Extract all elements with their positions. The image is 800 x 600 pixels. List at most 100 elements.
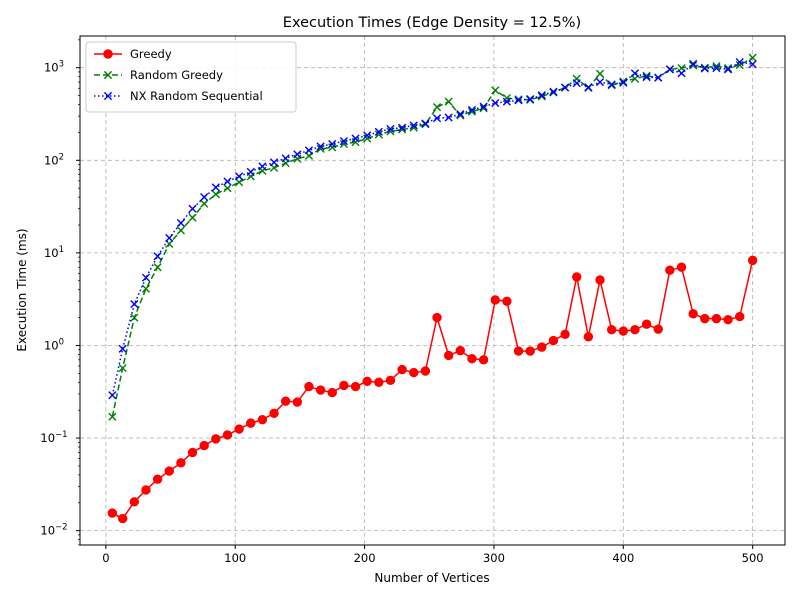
data-point-greedy	[653, 324, 663, 334]
legend-label-random-greedy: Random Greedy	[130, 68, 223, 82]
y-axis-label: Execution Time (ms)	[15, 228, 29, 351]
data-point-nx-random-sequential	[514, 96, 523, 105]
legend-marker-greedy	[103, 49, 113, 59]
data-point-greedy	[443, 350, 454, 361]
data-point-random-greedy	[339, 139, 348, 149]
series-greedy	[107, 255, 758, 524]
x-tick-label: 100	[224, 551, 246, 565]
series-layer	[107, 53, 758, 524]
x-tick-label: 500	[742, 551, 764, 565]
data-point-greedy	[478, 355, 489, 365]
data-point-random-greedy	[619, 77, 628, 86]
data-point-greedy	[304, 381, 314, 392]
data-point-nx-random-sequential	[165, 233, 174, 243]
data-point-nx-random-sequential	[584, 83, 593, 92]
data-point-nx-random-sequential	[223, 177, 232, 186]
data-point-random-greedy	[444, 97, 453, 106]
data-point-random-greedy	[130, 313, 139, 322]
data-point-nx-random-sequential	[560, 83, 570, 92]
y-tick-label: 100	[44, 337, 64, 352]
data-point-nx-random-sequential	[549, 87, 558, 96]
data-point-greedy	[665, 265, 675, 275]
data-point-nx-random-sequential	[654, 73, 663, 82]
data-point-greedy	[141, 485, 151, 495]
data-point-nx-random-sequential	[491, 98, 500, 108]
data-point-greedy	[641, 319, 652, 329]
data-point-nx-random-sequential	[130, 299, 139, 309]
data-point-greedy	[513, 346, 524, 356]
data-point-greedy	[606, 325, 617, 335]
data-point-greedy	[374, 377, 384, 388]
data-point-nx-random-sequential	[211, 183, 220, 192]
x-tick-label: 0	[102, 551, 109, 565]
data-point-nx-random-sequential	[642, 73, 651, 82]
data-point-greedy	[723, 314, 733, 325]
y-tick-label: 10−2	[40, 523, 67, 538]
data-point-greedy	[467, 353, 477, 364]
data-point-nx-random-sequential	[444, 113, 453, 122]
data-point-random-greedy	[108, 412, 117, 421]
data-point-nx-random-sequential	[526, 95, 535, 104]
data-point-nx-random-sequential	[374, 127, 383, 136]
data-point-nx-random-sequential	[281, 154, 290, 163]
data-point-greedy	[432, 312, 442, 323]
data-point-greedy	[292, 397, 303, 407]
data-point-nx-random-sequential	[339, 137, 348, 146]
legend-box	[85, 41, 297, 113]
data-point-greedy	[164, 466, 174, 476]
legend-marker-nx-random-sequential	[103, 91, 113, 101]
data-point-random-greedy	[118, 363, 127, 373]
data-point-greedy	[572, 272, 582, 282]
data-point-random-greedy	[712, 62, 721, 71]
data-point-greedy	[315, 385, 326, 395]
data-point-greedy	[595, 275, 605, 285]
data-point-nx-random-sequential	[398, 123, 407, 132]
data-point-nx-random-sequential	[293, 150, 302, 159]
data-point-greedy	[676, 262, 687, 272]
y-tick-label: 101	[44, 245, 64, 260]
x-axis-label: Number of Vertices	[374, 571, 489, 585]
data-point-random-greedy	[723, 64, 733, 73]
data-point-greedy	[350, 381, 361, 392]
data-point-greedy	[560, 329, 570, 340]
data-point-greedy	[222, 430, 233, 440]
data-point-nx-random-sequential	[537, 91, 546, 100]
data-point-greedy	[257, 414, 268, 425]
data-point-greedy	[735, 311, 745, 322]
data-point-nx-random-sequential	[304, 146, 314, 155]
data-point-greedy	[152, 474, 163, 484]
data-point-greedy	[129, 497, 140, 507]
data-point-nx-random-sequential	[200, 193, 209, 202]
data-point-nx-random-sequential	[386, 124, 395, 134]
data-point-nx-random-sequential	[269, 158, 279, 167]
data-point-greedy	[409, 367, 419, 378]
data-point-nx-random-sequential	[748, 60, 757, 69]
data-point-nx-random-sequential	[141, 273, 151, 282]
data-point-nx-random-sequential	[316, 142, 325, 151]
data-point-nx-random-sequential	[735, 57, 744, 67]
data-point-nx-random-sequential	[351, 134, 360, 143]
data-point-greedy	[537, 342, 547, 352]
x-tick-label: 400	[612, 551, 634, 565]
data-point-greedy	[525, 346, 535, 356]
data-point-nx-random-sequential	[188, 204, 197, 213]
plot-frame	[79, 35, 786, 546]
data-point-greedy	[630, 325, 640, 335]
data-point-greedy	[176, 458, 186, 468]
data-point-greedy	[747, 255, 758, 266]
grid	[80, 36, 785, 545]
data-point-greedy	[107, 508, 118, 518]
series-line-nx-random-sequential	[111, 61, 753, 396]
data-point-nx-random-sequential	[246, 167, 255, 176]
y-tick-label: 102	[44, 152, 64, 167]
data-point-random-greedy	[432, 103, 442, 112]
data-point-random-greedy	[176, 226, 185, 235]
data-point-greedy	[420, 366, 431, 376]
data-point-random-greedy	[642, 71, 651, 80]
data-point-greedy	[618, 326, 629, 336]
y-axis-ticks: 10−2 10−1 100 101 102 103	[40, 39, 80, 546]
data-point-nx-random-sequential	[665, 65, 674, 74]
data-point-nx-random-sequential	[677, 69, 686, 78]
data-point-greedy	[280, 396, 291, 406]
data-point-greedy	[583, 332, 594, 342]
